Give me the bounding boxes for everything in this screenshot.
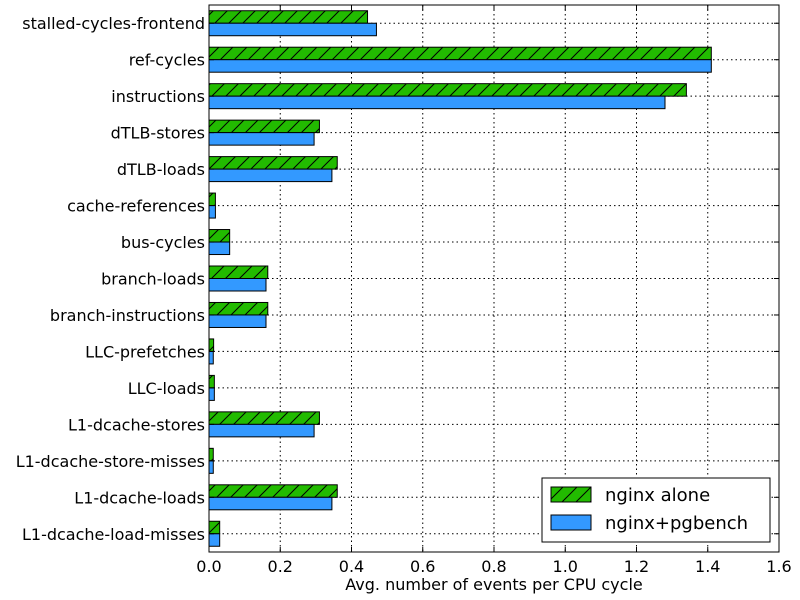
legend-swatch [550, 514, 592, 531]
x-axis-label: Avg. number of events per CPU cycle [345, 575, 642, 594]
bar-nginx-pgbench [208, 132, 315, 146]
x-tick-label: 0.6 [410, 557, 435, 576]
x-tick-label: 1.4 [695, 557, 720, 576]
legend-swatch-hatch [551, 487, 591, 502]
bar-hatch [209, 266, 268, 279]
bar-hatch [209, 229, 230, 243]
bar-hatch [209, 10, 368, 24]
bar-hatch [209, 338, 214, 352]
x-tick-label: 0.4 [339, 557, 364, 576]
x-tick-label: 1.2 [624, 557, 649, 576]
category-label: cache-references [67, 197, 205, 216]
bar-hatch [209, 47, 712, 60]
bar-hatch [209, 193, 216, 206]
category-label: instructions [111, 87, 205, 106]
x-tick-label: 0.2 [268, 557, 293, 576]
bar-nginx-pgbench [208, 496, 333, 511]
bar-nginx-pgbench [208, 95, 666, 110]
category-label: L1-dcache-load-misses [22, 525, 205, 544]
bar-nginx-pgbench [208, 278, 267, 292]
bar-hatch [209, 521, 220, 534]
bar-hatch [209, 375, 215, 388]
bar-nginx-pgbench [208, 22, 377, 37]
category-label: dTLB-stores [111, 124, 205, 143]
bar-nginx-pgbench [208, 387, 215, 401]
category-label: L1-dcache-stores [68, 415, 205, 434]
bar-hatch [209, 484, 338, 498]
bar-nginx-pgbench [208, 241, 231, 256]
x-tick-label: 0.0 [196, 557, 221, 576]
bar-nginx-pgbench [208, 350, 214, 365]
category-label: LLC-loads [128, 379, 205, 398]
bar-hatch [209, 83, 687, 97]
x-tick-label: 1.0 [553, 557, 578, 576]
bar-nginx-pgbench [208, 314, 267, 328]
category-label: LLC-prefetches [85, 342, 205, 361]
x-tick-label: 0.8 [481, 557, 506, 576]
bars [208, 10, 712, 547]
bar-hatch [209, 448, 214, 461]
category-label: bus-cycles [121, 233, 205, 252]
bar-nginx-pgbench [208, 168, 333, 183]
category-label: stalled-cycles-frontend [22, 14, 205, 33]
bar-nginx-pgbench [208, 423, 315, 438]
legend-label: nginx alone [605, 485, 710, 506]
bar-nginx-pgbench [208, 460, 214, 474]
bar-nginx-pgbench [208, 205, 216, 219]
category-label: L1-dcache-loads [74, 488, 205, 507]
category-label: branch-loads [101, 270, 205, 289]
category-labels: stalled-cycles-frontend ref-cycles instruc… [16, 14, 205, 544]
category-label: dTLB-loads [117, 160, 205, 179]
bar-hatch [209, 302, 268, 315]
bar-hatch [209, 120, 320, 133]
ticks [208, 5, 780, 552]
category-label: branch-instructions [50, 306, 205, 325]
bar-nginx-pgbench [208, 59, 712, 73]
category-label: ref-cycles [129, 51, 205, 70]
bar-hatch [209, 156, 338, 170]
x-tick-labels: 0.0 0.2 0.4 0.6 0.8 1.0 1.2 1.4 1.6 [196, 557, 791, 576]
bar-hatch [209, 411, 320, 425]
category-label: L1-dcache-store-misses [16, 452, 205, 471]
x-tick-label: 1.6 [766, 557, 791, 576]
legend: nginx alone nginx+pgbench [541, 477, 771, 543]
legend-label: nginx+pgbench [605, 513, 748, 534]
bar-nginx-pgbench [208, 533, 221, 547]
